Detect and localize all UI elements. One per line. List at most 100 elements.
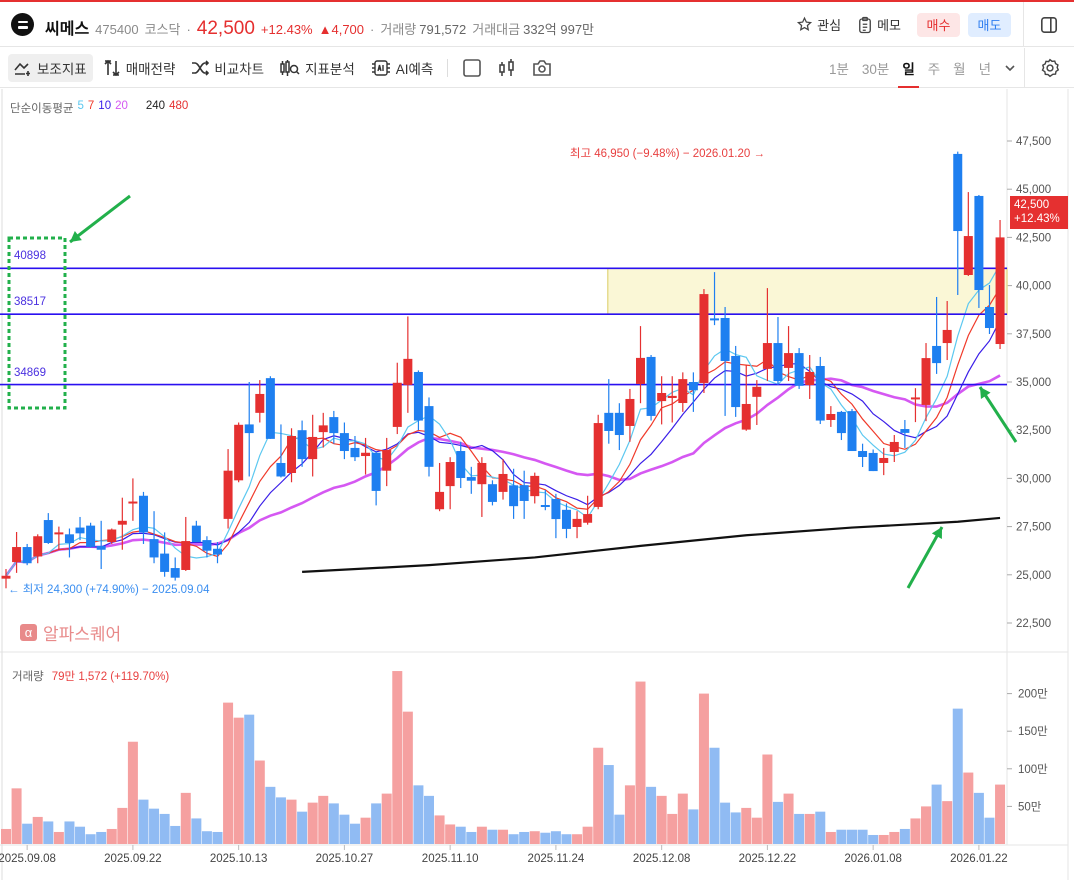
candle — [117, 497, 127, 550]
candle — [784, 326, 794, 382]
x-tick-label: 2025.10.27 — [316, 853, 374, 865]
indicator-button[interactable]: 보조지표 — [8, 54, 93, 82]
indicator-analysis-button[interactable]: 지표분석 — [274, 54, 361, 82]
candle-body — [921, 358, 931, 405]
volume-bar — [191, 818, 202, 844]
candle-body — [96, 545, 106, 550]
volume-bar — [783, 793, 794, 844]
candle-search-icon — [280, 60, 300, 76]
low-price-annotation: ← 최저 24,300 (+74.90%) − 2025.09.04 — [8, 584, 210, 596]
volume-bar — [275, 797, 286, 844]
candle — [33, 534, 43, 564]
candle-body — [847, 411, 857, 452]
candle — [96, 520, 106, 570]
compare-chart-label: 비교차트 — [214, 62, 265, 77]
candle-body — [942, 329, 952, 344]
volume-bar — [434, 815, 445, 844]
volume-bar — [223, 702, 234, 844]
period-month[interactable]: 월 — [953, 62, 966, 77]
volume-bar — [540, 832, 551, 844]
candle-body — [889, 441, 899, 452]
current-price-tag-change: +12.43% — [1014, 213, 1060, 225]
candle-body — [128, 501, 138, 504]
watermark-text: 알파스퀘어 — [43, 625, 122, 644]
candle — [889, 435, 899, 463]
candle — [244, 382, 254, 477]
ma-legend[interactable]: 단순이동평균 5 7 10 20 240 480 — [10, 100, 188, 116]
candle-body — [551, 499, 561, 520]
x-tick-label: 2025.12.22 — [739, 853, 797, 865]
candle — [22, 543, 32, 566]
volume-bar — [455, 826, 466, 844]
compare-chart-button[interactable]: 비교차트 — [185, 54, 270, 82]
ma-legend-5: 5 — [77, 100, 84, 112]
ma-legend-240: 240 — [145, 100, 166, 112]
separator: · — [370, 22, 375, 37]
candle-body — [487, 484, 497, 502]
company-logo-icon — [11, 13, 34, 36]
screenshot-button[interactable] — [526, 54, 558, 82]
volume-bar — [159, 813, 170, 844]
volume-bar — [656, 795, 667, 844]
candle-body — [963, 236, 973, 275]
period-more-button[interactable] — [1004, 48, 1016, 88]
volume-bar — [212, 831, 223, 844]
stock-name[interactable]: 씨메스 — [45, 21, 90, 38]
indicator-analysis-label: 지표분석 — [305, 62, 355, 77]
period-30min[interactable]: 30분 — [861, 62, 890, 77]
candle — [170, 557, 180, 581]
candle — [963, 192, 973, 276]
memo-button[interactable]: 메모 — [857, 15, 901, 34]
volume-bar — [889, 831, 900, 844]
candle — [636, 326, 645, 404]
y-tick-label: 25,000 — [1016, 570, 1051, 582]
camera-icon — [533, 60, 552, 76]
y-tick-label: 30,000 — [1016, 473, 1051, 485]
period-1min[interactable]: 1분 — [828, 62, 849, 77]
candle — [424, 397, 434, 477]
candle — [614, 403, 624, 451]
period-week[interactable]: 주 — [927, 62, 941, 77]
volume-bar — [117, 807, 128, 844]
candle-body — [191, 525, 201, 543]
candle-body — [276, 462, 286, 477]
volume-bar — [688, 809, 699, 844]
volume-bar — [233, 717, 244, 844]
buy-button[interactable]: 매수 — [917, 12, 960, 37]
sell-button[interactable]: 매도 — [968, 12, 1011, 37]
panel-toggle-button[interactable] — [1024, 2, 1074, 47]
y-tick-label: 40,000 — [1016, 281, 1051, 293]
amount-label: 거래대금 — [472, 22, 521, 37]
volume-bar — [751, 817, 762, 844]
period-year[interactable]: 년 — [978, 62, 991, 77]
candle-body — [12, 547, 22, 563]
watchlist-button[interactable]: 관심 — [796, 15, 841, 34]
candle — [329, 410, 339, 444]
drawing-box-button[interactable] — [456, 54, 488, 82]
watchlist-label: 관심 — [817, 18, 842, 33]
candle — [900, 419, 910, 448]
ma-legend-label: 단순이동평균 — [10, 103, 74, 115]
candle — [466, 466, 476, 494]
volume-bar — [201, 831, 212, 844]
period-day[interactable]: 일 — [898, 48, 920, 88]
indicator-icon — [14, 62, 30, 76]
candle-body — [720, 317, 730, 361]
ma-legend-7: 7 — [87, 100, 95, 112]
volume-bar — [635, 681, 646, 844]
volume-bar — [22, 823, 33, 844]
candle-body — [519, 485, 529, 501]
candle-body — [646, 356, 656, 416]
ai-forecast-button[interactable]: AI예측 — [365, 54, 440, 82]
candle — [657, 376, 667, 425]
trading-strategy-button[interactable]: 매매전략 — [97, 54, 182, 82]
chart-settings-button[interactable] — [1024, 48, 1074, 88]
candle — [413, 370, 423, 431]
stock-info: 씨메스 475400 코스닥 · 42,500 +12.43% ▲4,700 ·… — [45, 15, 594, 40]
volume-label: 거래량 — [380, 22, 417, 37]
candle — [234, 422, 244, 483]
candle-body — [170, 568, 180, 578]
candle — [794, 348, 804, 389]
chart-type-button[interactable] — [492, 54, 522, 82]
